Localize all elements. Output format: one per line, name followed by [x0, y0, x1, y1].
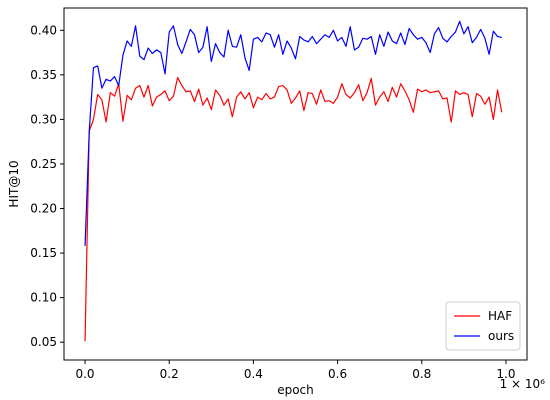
- x-tick-label: 0.0: [75, 367, 94, 381]
- y-tick-label: 0.30: [30, 112, 57, 126]
- legend-label-ours: ours: [488, 329, 514, 343]
- legend-box: [445, 301, 521, 351]
- legend-label-haf: HAF: [488, 309, 512, 323]
- legend: HAF ours: [445, 301, 521, 351]
- y-tick-label: 0.05: [30, 335, 57, 349]
- x-tick-label: 0.2: [160, 367, 179, 381]
- x-axis-offset-text: 1 × 10⁶: [500, 377, 546, 391]
- y-tick-label: 0.35: [30, 68, 57, 82]
- y-tick-label: 0.15: [30, 246, 57, 260]
- y-axis: 0.05 0.10 0.15 0.20 0.25 0.30 0.35 0.40: [30, 23, 64, 349]
- y-tick-label: 0.20: [30, 202, 57, 216]
- x-axis-label: epoch: [277, 383, 314, 397]
- x-tick-label: 1.0: [496, 367, 515, 381]
- plot-area: [84, 20, 503, 342]
- x-tick-label: 0.6: [328, 367, 347, 381]
- plot-frame: [63, 7, 528, 361]
- y-axis-label: HIT@10: [7, 160, 21, 207]
- series-line-ours: [84, 20, 502, 246]
- y-tick-label: 0.10: [30, 291, 57, 305]
- x-axis: 0.0 0.2 0.4 0.6 0.8 1.0: [75, 360, 516, 381]
- y-tick-label: 0.40: [30, 23, 57, 37]
- y-tick-label: 0.25: [30, 157, 57, 171]
- x-tick-label: 0.8: [412, 367, 431, 381]
- series-line-haf: [84, 76, 503, 342]
- x-tick-label: 0.4: [244, 367, 263, 381]
